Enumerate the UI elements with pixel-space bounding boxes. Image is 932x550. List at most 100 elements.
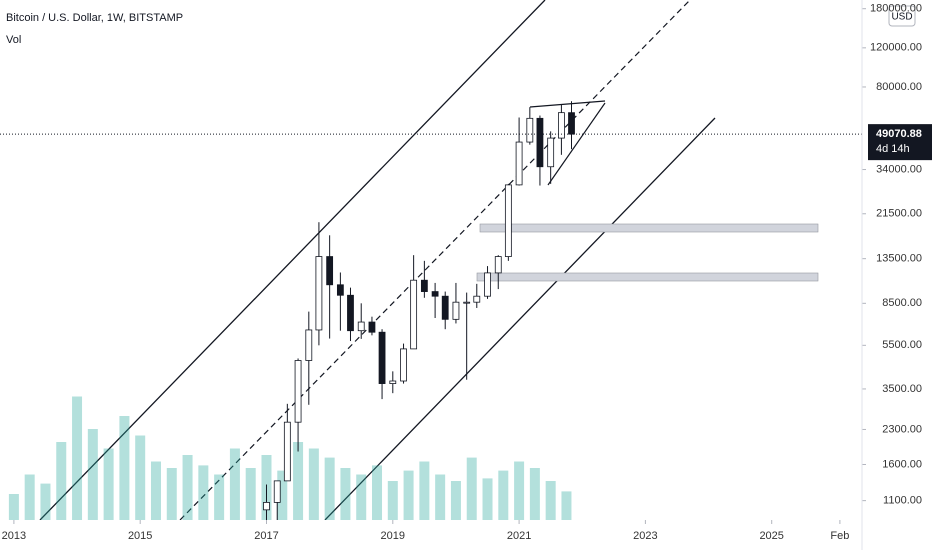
volume-bar: [308, 448, 319, 520]
x-tick-label: Feb: [830, 530, 849, 542]
volume-bar: [482, 478, 493, 520]
candle-body: [420, 279, 428, 292]
volume-bar: [40, 483, 51, 520]
volume-bar: [245, 468, 256, 520]
x-tick-label: 2019: [381, 530, 405, 542]
candle-body: [452, 301, 460, 320]
candle-body: [294, 360, 302, 423]
y-tick-label: 34000.00: [876, 163, 922, 175]
candle-body: [515, 141, 523, 186]
x-tick-label: 2023: [633, 530, 657, 542]
currency: USD: [891, 12, 912, 23]
volume-bar: [403, 470, 414, 520]
x-tick-label: 2021: [507, 530, 531, 542]
channel-upper: [39, 0, 546, 520]
volume-bar: [340, 468, 351, 520]
candle-body: [400, 348, 407, 382]
channel-lower: [324, 117, 716, 520]
candle-body: [558, 112, 565, 139]
triangle-bottom: [547, 102, 606, 186]
volume-bar: [529, 468, 540, 520]
volume-bar: [166, 468, 177, 520]
x-tick-label: 2017: [254, 530, 278, 542]
y-tick-label: 3500.00: [882, 383, 922, 395]
y-tick-label: 120000.00: [870, 42, 922, 54]
volume-bar: [8, 494, 19, 520]
candle-body: [336, 284, 344, 296]
candle-body: [494, 256, 502, 274]
channel-middle: [179, 0, 691, 520]
candle-body: [263, 502, 270, 511]
volume-label: Vol: [6, 34, 21, 46]
candle-body: [484, 272, 491, 297]
volume-bar: [435, 474, 446, 520]
currency-badge[interactable]: [888, 5, 916, 27]
x-tick-label: 2015: [128, 530, 152, 542]
y-tick-label: 13500.00: [876, 253, 922, 265]
candle-body: [441, 295, 449, 320]
volume-bar: [561, 491, 572, 520]
volume-bar: [450, 481, 461, 520]
volume-bar: [87, 429, 98, 520]
volume-bar: [293, 442, 304, 520]
volume-bar: [324, 457, 335, 520]
volume-bar: [72, 396, 83, 520]
candle-body: [431, 291, 439, 297]
volume-bar: [372, 465, 383, 520]
candle-body: [536, 117, 544, 168]
candle-body: [357, 321, 365, 332]
zone-lower: [476, 272, 819, 282]
volume-bar: [356, 474, 367, 520]
volume-bar: [514, 461, 525, 520]
y-tick-label: 8500.00: [882, 297, 922, 309]
volume-bar: [419, 461, 430, 520]
candle-body: [526, 117, 534, 143]
candle-body: [463, 301, 471, 304]
y-tick-label: 21500.00: [876, 208, 922, 220]
volume-bar: [229, 448, 240, 520]
volume-bar: [466, 457, 477, 520]
candle-body: [389, 380, 397, 384]
volume-bar: [387, 481, 398, 520]
candle-body: [283, 421, 291, 482]
candle-body: [378, 331, 386, 384]
volume-bar: [277, 470, 288, 520]
candle-body: [273, 480, 281, 503]
countdown: 4d 14h: [876, 143, 910, 155]
volume-bar: [498, 470, 509, 520]
x-tick-label: 2013: [2, 530, 26, 542]
candle-body: [547, 137, 555, 168]
volume-bar: [24, 474, 35, 520]
y-tick-label: 2300.00: [882, 423, 922, 435]
candle-body: [504, 184, 512, 257]
volume-bar: [56, 442, 67, 520]
y-tick-label: 1100.00: [883, 495, 922, 507]
volume-bar: [545, 481, 556, 520]
volume-bar: [214, 474, 225, 520]
volume-bar: [135, 435, 146, 520]
last-price-box: [868, 124, 932, 161]
volume-bar: [150, 461, 161, 520]
volume-bar: [182, 455, 193, 520]
candle-body: [410, 279, 418, 350]
x-tick-label: 2025: [759, 530, 783, 542]
y-tick-label: 80000.00: [876, 81, 922, 93]
plot-area: [8, 0, 819, 520]
volume-bar: [198, 465, 209, 520]
y-tick-label: 1600.00: [882, 458, 922, 470]
candle-body: [305, 329, 313, 361]
volume-bar: [119, 416, 130, 520]
volume-bar: [103, 448, 114, 520]
candle-body: [347, 294, 354, 332]
candle-body: [568, 112, 575, 135]
candle-body: [315, 256, 323, 331]
y-tick-label: 180000.00: [870, 3, 922, 15]
candle-body: [473, 295, 481, 303]
y-tick-label: 5500.00: [882, 339, 922, 351]
last-price-label: 49070.88: [876, 128, 922, 140]
chart-title: Bitcoin / U.S. Dollar, 1W, BITSTAMP: [6, 12, 183, 24]
zone-upper: [479, 223, 819, 233]
candle-body: [326, 256, 334, 286]
candle-body: [368, 321, 376, 333]
